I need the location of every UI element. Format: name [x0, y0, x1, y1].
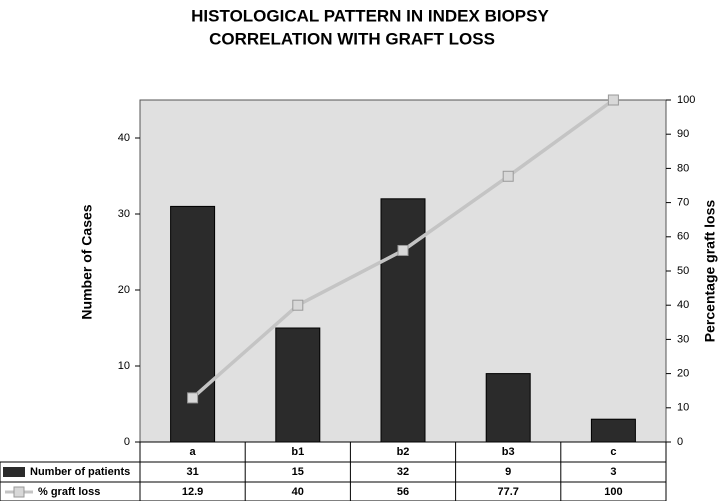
legend-marker	[13, 486, 25, 498]
table-value: 15	[292, 466, 304, 478]
legend-label: Number of patients	[30, 466, 130, 478]
bar	[590, 418, 636, 443]
y2-axis-label: Percentage graft loss	[702, 200, 718, 343]
y2-tick-label: 90	[677, 128, 689, 140]
marker	[187, 392, 199, 404]
chart-title: CORRELATION WITH GRAFT LOSS	[209, 29, 495, 48]
y-axis-label: Number of Cases	[79, 204, 95, 319]
y-tick-label: 0	[124, 436, 130, 448]
marker	[502, 170, 514, 182]
y2-tick-label: 0	[677, 436, 683, 448]
y-tick-label: 20	[118, 284, 130, 296]
marker	[397, 244, 409, 256]
table-value: 12.9	[182, 486, 203, 498]
table-value: 3	[610, 466, 616, 478]
y2-tick-label: 70	[677, 197, 689, 209]
bar	[170, 205, 216, 443]
table-value: 100	[604, 486, 622, 498]
y2-tick-label: 50	[677, 265, 689, 277]
y2-tick-label: 20	[677, 368, 689, 380]
marker	[292, 299, 304, 311]
marker	[607, 94, 619, 106]
y-tick-label: 10	[118, 360, 130, 372]
chart-title: HISTOLOGICAL PATTERN IN INDEX BIOPSY	[191, 6, 549, 25]
y2-tick-label: 40	[677, 299, 689, 311]
y-tick-label: 30	[118, 208, 130, 220]
table-value: 32	[397, 466, 409, 478]
y2-tick-label: 30	[677, 333, 689, 345]
y2-tick-label: 80	[677, 162, 689, 174]
bar	[485, 373, 531, 443]
table-value: 77.7	[497, 486, 518, 498]
y2-tick-label: 60	[677, 231, 689, 243]
legend-label: % graft loss	[38, 486, 100, 498]
x-tick-label: b2	[397, 446, 410, 458]
x-tick-label: b3	[502, 446, 515, 458]
legend-swatch	[3, 467, 25, 477]
table-value: 56	[397, 486, 409, 498]
x-tick-label: c	[610, 446, 616, 458]
y-tick-label: 40	[118, 132, 130, 144]
table-value: 40	[292, 486, 304, 498]
x-tick-label: b1	[291, 446, 304, 458]
y2-tick-label: 100	[677, 94, 695, 106]
table-value: 9	[505, 466, 511, 478]
x-tick-label: a	[190, 446, 197, 458]
bar	[275, 327, 321, 443]
y2-tick-label: 10	[677, 402, 689, 414]
bar	[380, 198, 426, 443]
table-value: 31	[186, 466, 198, 478]
